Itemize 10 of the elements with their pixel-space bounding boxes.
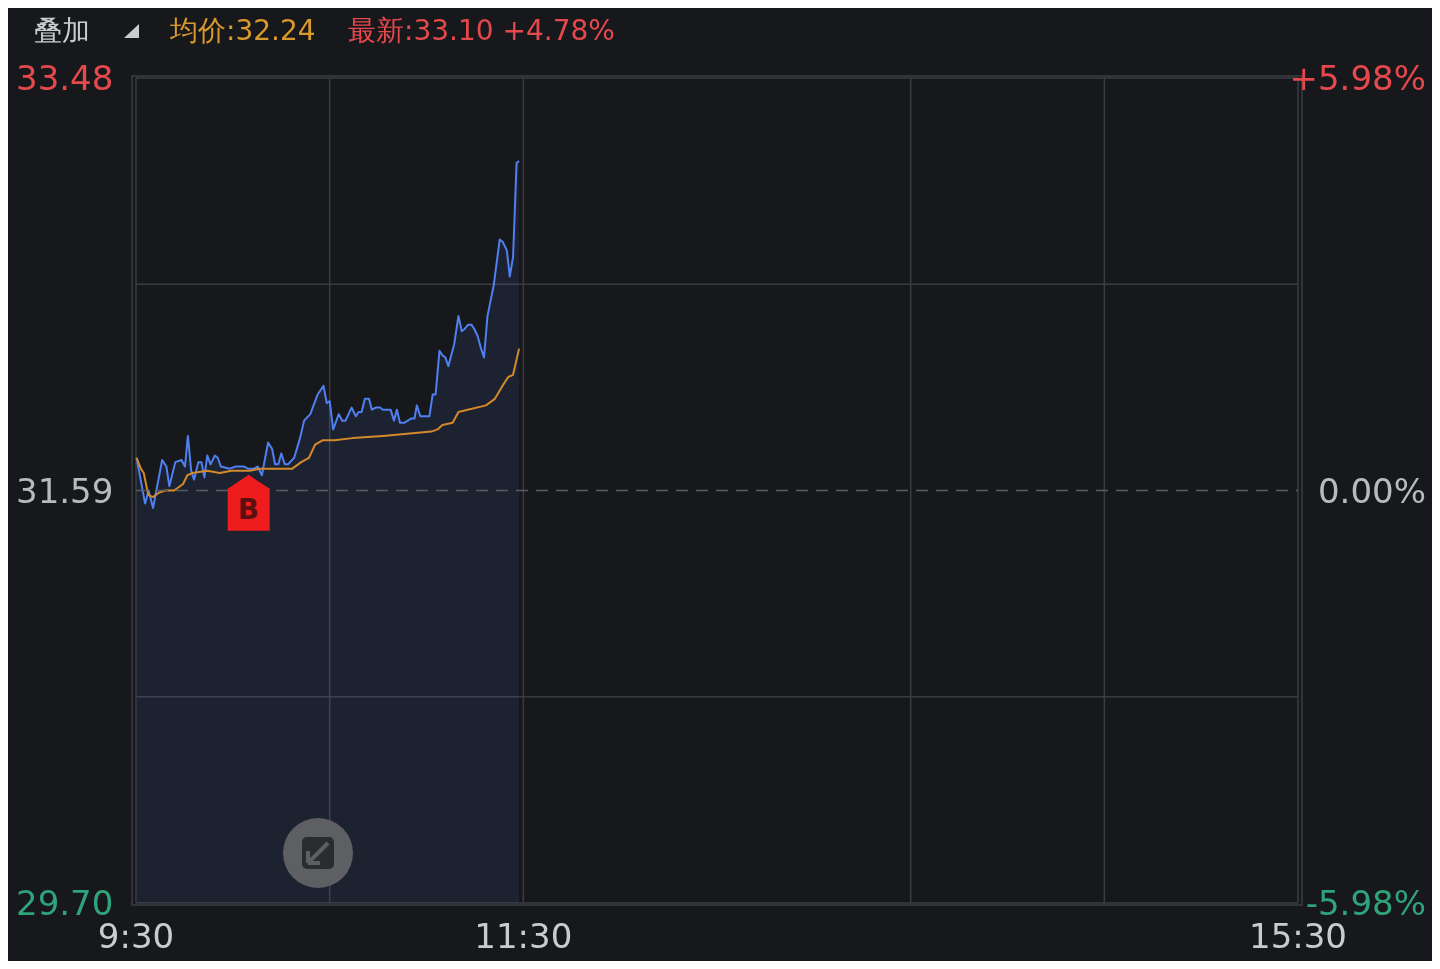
y-tick-label: 31.59: [16, 470, 114, 511]
x-tick-label: 11:30: [474, 916, 573, 956]
y2-tick-label: 0.00%: [1317, 470, 1426, 511]
text: 叠加: [34, 14, 90, 47]
text: 最新:33.10 +4.78%: [348, 14, 615, 47]
annotation: B: [238, 492, 260, 526]
y2-tick-label: +5.98%: [1289, 58, 1426, 98]
y-tick-label: 33.48: [16, 58, 114, 98]
line-series: [135, 347, 521, 499]
text: 均价:32.24: [169, 14, 316, 47]
